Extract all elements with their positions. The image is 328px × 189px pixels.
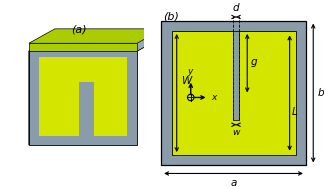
Polygon shape bbox=[29, 37, 163, 51]
Text: W: W bbox=[182, 76, 192, 86]
Bar bbox=[233, 31, 239, 120]
Text: d: d bbox=[233, 3, 239, 13]
Bar bbox=[172, 31, 296, 155]
Text: x: x bbox=[212, 93, 217, 102]
Polygon shape bbox=[29, 37, 55, 145]
Bar bbox=[161, 21, 306, 165]
Bar bbox=[39, 57, 127, 136]
Text: g: g bbox=[250, 57, 257, 67]
Text: (b): (b) bbox=[164, 11, 179, 21]
Bar bbox=[79, 82, 94, 136]
Text: b: b bbox=[318, 88, 324, 98]
Text: (a): (a) bbox=[72, 25, 87, 35]
Text: w: w bbox=[232, 128, 240, 137]
Polygon shape bbox=[29, 43, 137, 51]
Text: L: L bbox=[292, 107, 297, 117]
Text: a: a bbox=[230, 178, 237, 188]
Polygon shape bbox=[29, 51, 137, 145]
Text: y: y bbox=[187, 67, 193, 76]
Polygon shape bbox=[29, 29, 163, 43]
